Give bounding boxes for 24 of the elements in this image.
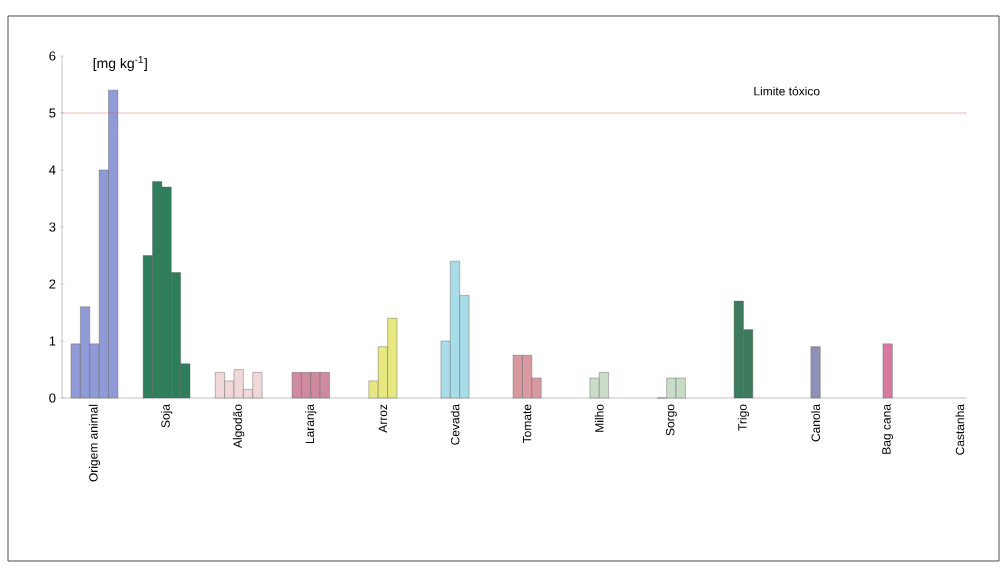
x-tick-label: Castanha (955, 404, 965, 455)
bar (810, 346, 821, 399)
x-tick-label: Canola (811, 404, 820, 442)
x-tick-label: Laranja (305, 404, 317, 444)
x-tick-label: Soja (160, 404, 173, 428)
y-tick-label: 3 (49, 222, 56, 232)
y-tick-label: 2 (49, 279, 56, 289)
bar (882, 343, 893, 399)
x-tick-label: Sorgo (665, 404, 677, 436)
y-tick-label: 6 (49, 51, 56, 61)
y-tick-label: 0 (49, 393, 56, 403)
x-tick-label: Tomate (522, 404, 532, 444)
x-tick-label: Algodão (233, 404, 245, 449)
x-tick-label: Cevada (450, 404, 460, 445)
y-tick-label: 5 (49, 108, 56, 118)
x-tick-label: Origem animal (88, 404, 101, 482)
x-tick-label: Trigo (737, 404, 750, 431)
y-axis-title: [mg kg$^{-1}$] (93, 56, 147, 71)
y-tick-label: 1 (49, 336, 56, 346)
x-tick-label: Arroz (378, 404, 388, 433)
x-tick-label: Milho (594, 404, 604, 432)
x-tick-label: Bag cana (882, 404, 894, 454)
y-tick-label: 4 (49, 165, 56, 175)
ref-line-label: Limite tóxico (754, 86, 820, 96)
